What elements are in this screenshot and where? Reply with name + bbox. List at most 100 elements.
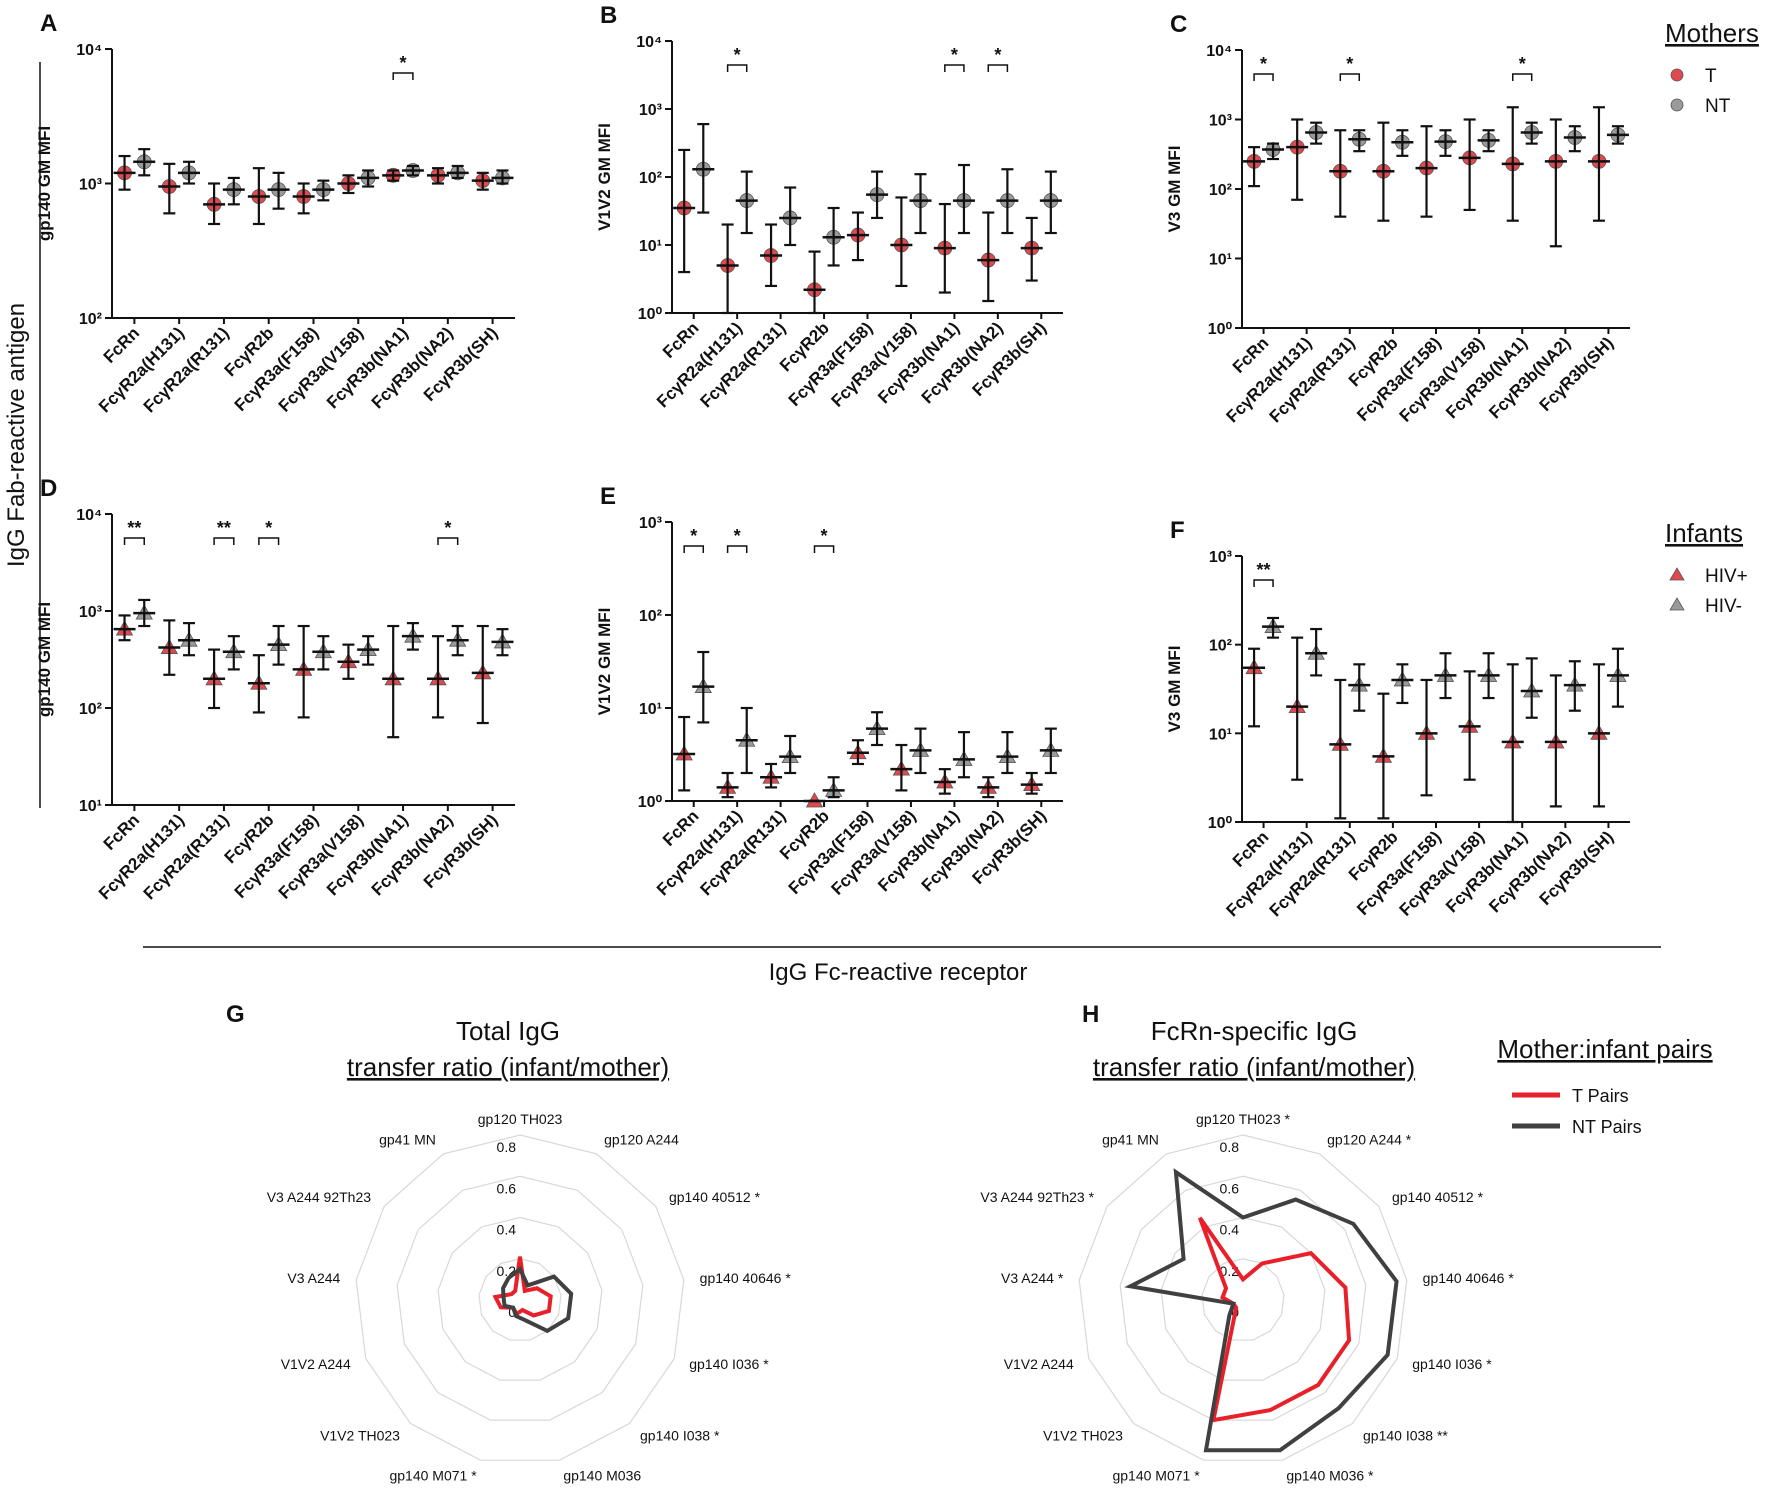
group-summary: [1434, 652, 1457, 700]
radar-line: [1197, 1216, 1352, 1423]
group-summary: [1262, 142, 1285, 161]
r-tick-label: 0.6: [1220, 1180, 1240, 1196]
group-summary: [735, 706, 758, 775]
group-summary: [1544, 118, 1567, 248]
group-summary: [735, 170, 758, 235]
panel-letter: B: [600, 2, 617, 29]
group-summary: [1434, 129, 1457, 157]
axis-label: V1V2 TH023: [1043, 1427, 1123, 1443]
axis-label: gp140 I038 *: [640, 1427, 720, 1443]
axis-label: gp140 40512 *: [1392, 1189, 1484, 1205]
y-tick-label: 10⁴: [1206, 43, 1232, 60]
group-summary: [1606, 125, 1629, 145]
group-summary: [909, 173, 932, 235]
significance-label: **: [127, 518, 141, 538]
y-axis-label: gp140 GM MFI: [35, 126, 54, 241]
group-summary: [952, 163, 975, 235]
group-summary: [491, 169, 514, 186]
group-summary: [846, 211, 869, 262]
group-summary: [292, 624, 315, 719]
y-tick-label: 10²: [1209, 182, 1232, 199]
y-tick-label: 10⁰: [638, 794, 663, 811]
group-summary: [977, 211, 1000, 303]
group-summary: [178, 160, 201, 185]
group-summary: [1305, 121, 1328, 145]
r-tick-label: 0.8: [1220, 1139, 1240, 1155]
group-summary: [846, 739, 869, 766]
chart-title: FcRn-specific IgG: [1151, 1016, 1358, 1046]
group-summary: [1544, 674, 1567, 808]
chart-subtitle: transfer ratio (infant/mother): [1093, 1052, 1415, 1082]
grid-ring: [396, 1175, 644, 1421]
y-tick-label: 10³: [639, 102, 662, 119]
significance-label: *: [734, 526, 741, 546]
axis-label: gp140 M071 *: [1112, 1468, 1200, 1484]
significance-bracket: [258, 537, 280, 545]
y-tick-label: 10²: [79, 311, 102, 328]
group-summary: [1329, 129, 1352, 218]
group-summary: [426, 167, 449, 185]
group-summary: [133, 148, 156, 177]
axis-label: V1V2 TH023: [320, 1427, 400, 1443]
group-summary: [1391, 129, 1414, 157]
panel-letter: H: [1082, 1001, 1099, 1028]
group-summary: [1501, 663, 1524, 824]
group-summary: [890, 743, 913, 792]
significance-label: *: [444, 518, 451, 538]
panel-letter: C: [1170, 11, 1187, 38]
group-summary: [1305, 627, 1328, 677]
significance-bracket: [1511, 73, 1533, 81]
y-axis-label: V1V2 GM MFI: [595, 123, 614, 231]
group-summary: [890, 196, 913, 288]
panel-letter: A: [40, 10, 57, 37]
group-summary: [1348, 129, 1371, 153]
significance-label: *: [1260, 54, 1267, 74]
panel-letter: E: [600, 483, 616, 510]
significance-bracket: [1253, 579, 1274, 587]
group-summary: [382, 167, 405, 183]
group-summary: [779, 734, 802, 775]
group-summary: [247, 654, 270, 714]
axis-label: gp120 A244: [604, 1132, 679, 1148]
panel-letter: G: [226, 1001, 245, 1028]
y-tick-label: 10⁰: [638, 306, 663, 323]
group-summary: [1477, 129, 1500, 153]
group-summary: [382, 624, 405, 739]
legend-label: HIV+: [1705, 566, 1748, 587]
axis-label: gp140 I036 *: [689, 1356, 769, 1372]
group-summary: [1286, 636, 1309, 781]
group-summary: [1587, 663, 1610, 808]
group-summary: [471, 171, 494, 191]
significance-label: *: [821, 526, 828, 546]
significance-bracket: [1339, 73, 1361, 81]
radar-line: [492, 1256, 553, 1318]
group-summary: [1372, 692, 1395, 820]
significance-label: *: [951, 45, 958, 65]
group-summary: [1020, 771, 1043, 795]
y-tick-label: 10⁰: [1208, 321, 1233, 338]
significance-label: *: [265, 518, 272, 538]
grid-ring: [1160, 1216, 1326, 1381]
y-tick-label: 10²: [1209, 638, 1232, 655]
significance-bracket: [1253, 73, 1274, 81]
group-summary: [491, 628, 514, 657]
group-summary: [866, 711, 889, 747]
panel-letter: F: [1170, 517, 1185, 544]
group-summary: [357, 169, 380, 188]
r-tick-label: 0.4: [497, 1222, 517, 1238]
r-tick-label: 0.8: [497, 1139, 517, 1155]
group-summary: [996, 168, 1019, 235]
group-summary: [996, 731, 1019, 775]
group-summary: [337, 174, 360, 195]
y-axis-label: gp140 GM MFI: [35, 602, 54, 717]
legend-marker: [1669, 567, 1685, 581]
group-summary: [401, 163, 424, 178]
group-summary: [779, 186, 802, 247]
group-summary: [933, 768, 956, 795]
x-label: IgG Fc-reactive receptor: [769, 959, 1028, 986]
group-summary: [1039, 170, 1062, 235]
group-summary: [1458, 118, 1481, 212]
group-summary: [247, 167, 270, 226]
group-summary: [113, 614, 136, 642]
r-tick-label: 0.4: [1220, 1222, 1240, 1238]
